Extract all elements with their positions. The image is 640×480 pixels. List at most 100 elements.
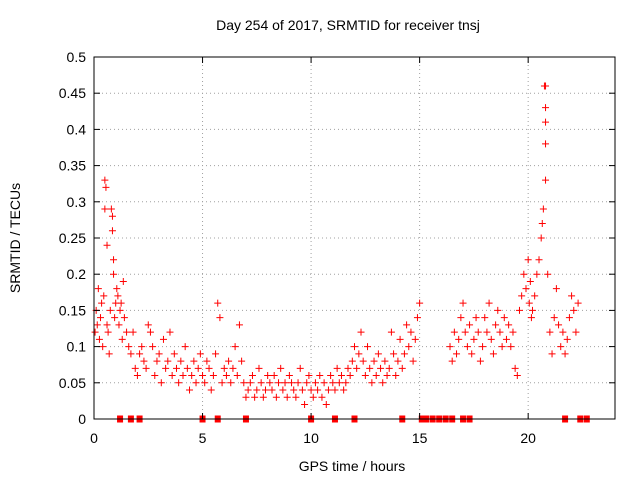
data-point-plus (470, 335, 478, 343)
data-point-plus (272, 393, 280, 401)
x-tick-label: 15 (412, 430, 428, 446)
data-points (91, 82, 590, 423)
data-point-plus (353, 364, 361, 372)
data-point-plus (502, 335, 510, 343)
data-point-plus (489, 350, 497, 358)
data-point-plus (324, 386, 332, 394)
data-point-plus (91, 328, 99, 336)
data-point-plus (333, 364, 341, 372)
data-point-plus (457, 314, 465, 322)
data-point-plus (474, 328, 482, 336)
data-point-plus (485, 299, 493, 307)
data-point-plus (492, 321, 500, 329)
data-point-plus (487, 335, 495, 343)
data-point-plus (344, 364, 352, 372)
data-point-plus (529, 306, 537, 314)
data-point-plus (155, 350, 163, 358)
data-point-plus (538, 220, 546, 228)
data-point-plus (405, 343, 413, 351)
data-point-plus (409, 357, 417, 365)
data-point-plus (379, 379, 387, 387)
data-point-plus (385, 364, 393, 372)
data-point-plus (251, 393, 259, 401)
data-point-plus (483, 328, 491, 336)
data-point-plus (253, 386, 261, 394)
data-point-plus (264, 372, 272, 380)
data-point-plus (381, 357, 389, 365)
data-point-plus (170, 350, 178, 358)
data-point-plus (101, 176, 109, 184)
data-point-plus (574, 299, 582, 307)
data-point-plus (229, 364, 237, 372)
data-point-plus (99, 343, 107, 351)
data-point-plus (259, 393, 267, 401)
data-point-plus (238, 357, 246, 365)
data-point-plus (288, 379, 296, 387)
data-point-plus (555, 321, 563, 329)
data-point-plus (196, 350, 204, 358)
data-point-plus (377, 364, 385, 372)
data-point-plus (214, 299, 222, 307)
data-point-plus (212, 350, 220, 358)
data-point-plus (172, 364, 180, 372)
x-tick-label: 5 (199, 430, 207, 446)
data-point-plus (346, 372, 354, 380)
y-tick-label: 0.25 (59, 230, 86, 246)
data-point-plus (104, 328, 112, 336)
data-point-plus (235, 321, 243, 329)
data-point-plus (115, 321, 123, 329)
data-point-plus (105, 350, 113, 358)
data-point-plus (372, 372, 380, 380)
data-point-plus (294, 379, 302, 387)
data-point-plus (257, 379, 265, 387)
data-point-plus (351, 343, 358, 351)
data-point-plus (93, 321, 101, 329)
data-point-plus (544, 270, 552, 278)
data-point-plus (181, 343, 189, 351)
data-point-plus (138, 343, 146, 351)
data-point-plus (342, 379, 350, 387)
data-point-plus (463, 343, 471, 351)
data-point-plus (531, 292, 539, 300)
data-point-plus (481, 314, 489, 322)
data-point-plus (539, 205, 547, 213)
data-point-plus (144, 321, 152, 329)
x-tick-label: 20 (520, 430, 536, 446)
data-point-plus (199, 372, 207, 380)
data-point-plus (205, 364, 213, 372)
data-point-plus (123, 328, 131, 336)
data-point-plus (159, 335, 167, 343)
data-point-plus (311, 379, 319, 387)
data-point-plus (261, 386, 269, 394)
grid-lines (94, 57, 615, 419)
data-point-plus (100, 292, 108, 300)
data-point-plus (327, 372, 335, 380)
data-point-plus (387, 328, 395, 336)
data-point-plus (303, 379, 311, 387)
data-point-plus (498, 343, 506, 351)
data-point-plus (561, 350, 569, 358)
data-point-plus (500, 314, 508, 322)
data-point-plus (188, 372, 196, 380)
data-point-plus (277, 364, 285, 372)
data-point-plus (151, 372, 159, 380)
data-point-plus (398, 364, 406, 372)
data-point-plus (179, 372, 187, 380)
data-point-plus (201, 379, 209, 387)
data-point-plus (194, 364, 202, 372)
data-point-plus (548, 350, 556, 358)
axis-ticks: 0 0.05 0.1 0.15 0.2 0.25 0.3 0.35 0.4 0.45 0.5 0 5 10… (59, 49, 615, 446)
data-point-plus (518, 292, 526, 300)
data-point-plus (459, 299, 467, 307)
data-point-plus (535, 256, 543, 264)
chart-title: Day 254 of 2017, SRMTID for receiver tns… (216, 17, 480, 33)
data-point-plus (203, 357, 211, 365)
data-point-plus (559, 328, 567, 336)
data-point-plus (446, 343, 454, 351)
y-tick-label: 0.2 (67, 266, 87, 282)
data-point-plus (335, 379, 343, 387)
y-tick-label: 0.3 (67, 194, 87, 210)
data-point-plus (118, 335, 126, 343)
data-point-plus (364, 343, 372, 351)
